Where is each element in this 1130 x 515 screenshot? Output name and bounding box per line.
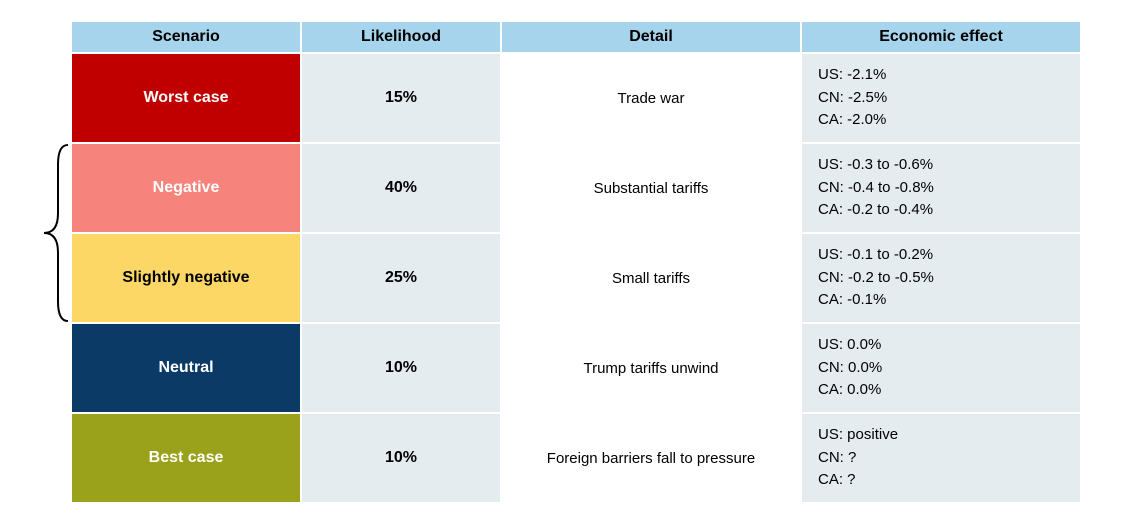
brace-icon: [40, 143, 70, 323]
effect-line: CA: 0.0%: [818, 379, 1064, 402]
header-likelihood: Likelihood: [301, 21, 501, 53]
likelihood-cell: 15%: [301, 53, 501, 143]
scenario-table: Scenario Likelihood Detail Economic effe…: [70, 20, 1082, 504]
effect-cell: US: -2.1%CN: -2.5%CA: -2.0%: [801, 53, 1081, 143]
detail-cell: Small tariffs: [501, 233, 801, 323]
effect-line: CN: 0.0%: [818, 357, 1064, 380]
effect-cell: US: 0.0%CN: 0.0%CA: 0.0%: [801, 323, 1081, 413]
table-row: Negative40%Substantial tariffsUS: -0.3 t…: [71, 143, 1081, 233]
header-effect: Economic effect: [801, 21, 1081, 53]
effect-line: US: -0.1 to -0.2%: [818, 244, 1064, 267]
group-brace: [40, 20, 70, 504]
table-row: Best case10%Foreign barriers fall to pre…: [71, 413, 1081, 503]
table-row: Worst case15%Trade warUS: -2.1%CN: -2.5%…: [71, 53, 1081, 143]
effect-cell: US: -0.1 to -0.2%CN: -0.2 to -0.5%CA: -0…: [801, 233, 1081, 323]
scenario-cell: Slightly negative: [71, 233, 301, 323]
detail-cell: Substantial tariffs: [501, 143, 801, 233]
effect-line: CN: -2.5%: [818, 87, 1064, 110]
likelihood-cell: 10%: [301, 413, 501, 503]
likelihood-cell: 25%: [301, 233, 501, 323]
detail-cell: Trade war: [501, 53, 801, 143]
effect-line: CA: -2.0%: [818, 109, 1064, 132]
effect-cell: US: -0.3 to -0.6%CN: -0.4 to -0.8%CA: -0…: [801, 143, 1081, 233]
effect-line: US: positive: [818, 424, 1064, 447]
header-row: Scenario Likelihood Detail Economic effe…: [71, 21, 1081, 53]
scenario-cell: Best case: [71, 413, 301, 503]
scenario-cell: Neutral: [71, 323, 301, 413]
table-row: Slightly negative25%Small tariffsUS: -0.…: [71, 233, 1081, 323]
header-scenario: Scenario: [71, 21, 301, 53]
scenario-cell: Negative: [71, 143, 301, 233]
effect-line: CA: -0.2 to -0.4%: [818, 199, 1064, 222]
effect-line: CN: -0.4 to -0.8%: [818, 177, 1064, 200]
table-body: Worst case15%Trade warUS: -2.1%CN: -2.5%…: [71, 53, 1081, 503]
effect-line: CN: -0.2 to -0.5%: [818, 267, 1064, 290]
effect-line: CN: ?: [818, 447, 1064, 470]
effect-line: US: -0.3 to -0.6%: [818, 154, 1064, 177]
header-detail: Detail: [501, 21, 801, 53]
effect-cell: US: positiveCN: ?CA: ?: [801, 413, 1081, 503]
table-row: Neutral10%Trump tariffs unwindUS: 0.0%CN…: [71, 323, 1081, 413]
effect-line: CA: ?: [818, 469, 1064, 492]
effect-line: CA: -0.1%: [818, 289, 1064, 312]
effect-line: US: -2.1%: [818, 64, 1064, 87]
detail-cell: Trump tariffs unwind: [501, 323, 801, 413]
scenario-cell: Worst case: [71, 53, 301, 143]
likelihood-cell: 10%: [301, 323, 501, 413]
effect-line: US: 0.0%: [818, 334, 1064, 357]
content-wrap: Scenario Likelihood Detail Economic effe…: [40, 20, 1090, 504]
likelihood-cell: 40%: [301, 143, 501, 233]
detail-cell: Foreign barriers fall to pressure: [501, 413, 801, 503]
